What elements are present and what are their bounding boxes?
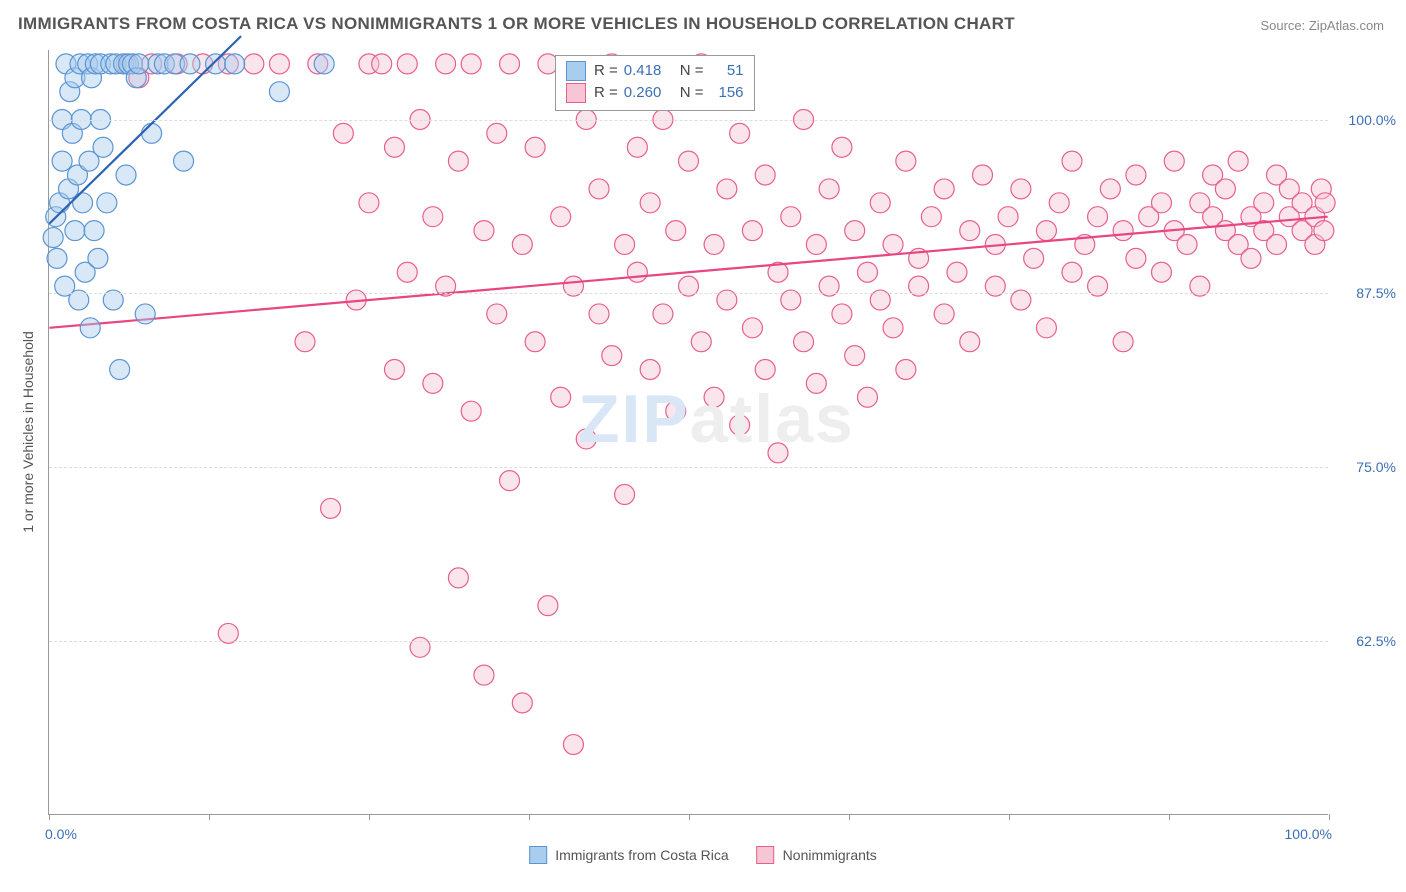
y-tick-label: 75.0%	[1356, 459, 1396, 475]
gridline	[49, 120, 1328, 121]
chart-container: IMMIGRANTS FROM COSTA RICA VS NONIMMIGRA…	[0, 0, 1406, 892]
legend-swatch-series1	[529, 846, 547, 864]
x-axis-end-label: 100.0%	[1285, 826, 1332, 842]
stats-n-value-1: 51	[710, 60, 744, 82]
y-tick-label: 100.0%	[1349, 112, 1396, 128]
legend-label-series1: Immigrants from Costa Rica	[555, 847, 728, 863]
stats-r-label-2: R =	[594, 82, 618, 104]
x-axis-start-label: 0.0%	[45, 826, 77, 842]
x-tick	[49, 814, 50, 820]
scatter-svg	[49, 50, 1328, 814]
x-tick	[529, 814, 530, 820]
legend-label-series2: Nonimmigrants	[783, 847, 877, 863]
legend-item-series1: Immigrants from Costa Rica	[529, 846, 728, 864]
stats-n-label-1: N =	[680, 60, 704, 82]
stats-n-value-2: 156	[710, 82, 744, 104]
bottom-legend: Immigrants from Costa Rica Nonimmigrants	[529, 846, 877, 864]
stats-r-label-1: R =	[594, 60, 618, 82]
plot-area: 0.0% 100.0%	[48, 50, 1328, 815]
x-tick	[209, 814, 210, 820]
stats-swatch-series1	[566, 61, 586, 81]
x-tick	[689, 814, 690, 820]
x-tick	[369, 814, 370, 820]
gridline	[49, 467, 1328, 468]
y-axis-label: 1 or more Vehicles in Household	[20, 331, 36, 533]
chart-title: IMMIGRANTS FROM COSTA RICA VS NONIMMIGRA…	[18, 14, 1015, 34]
legend-item-series2: Nonimmigrants	[757, 846, 877, 864]
x-tick	[1329, 814, 1330, 820]
source-attribution: Source: ZipAtlas.com	[1260, 18, 1384, 33]
x-tick	[849, 814, 850, 820]
stats-swatch-series2	[566, 83, 586, 103]
stats-row-series1: R = 0.418 N = 51	[566, 60, 744, 82]
x-tick	[1169, 814, 1170, 820]
stats-r-value-1: 0.418	[624, 60, 674, 82]
stats-n-label-2: N =	[680, 82, 704, 104]
gridline	[49, 293, 1328, 294]
legend-swatch-series2	[757, 846, 775, 864]
x-tick	[1009, 814, 1010, 820]
y-tick-label: 62.5%	[1356, 633, 1396, 649]
stats-r-value-2: 0.260	[624, 82, 674, 104]
gridline	[49, 641, 1328, 642]
stats-row-series2: R = 0.260 N = 156	[566, 82, 744, 104]
stats-legend-box: R = 0.418 N = 51 R = 0.260 N = 156	[555, 55, 755, 111]
y-tick-label: 87.5%	[1356, 285, 1396, 301]
